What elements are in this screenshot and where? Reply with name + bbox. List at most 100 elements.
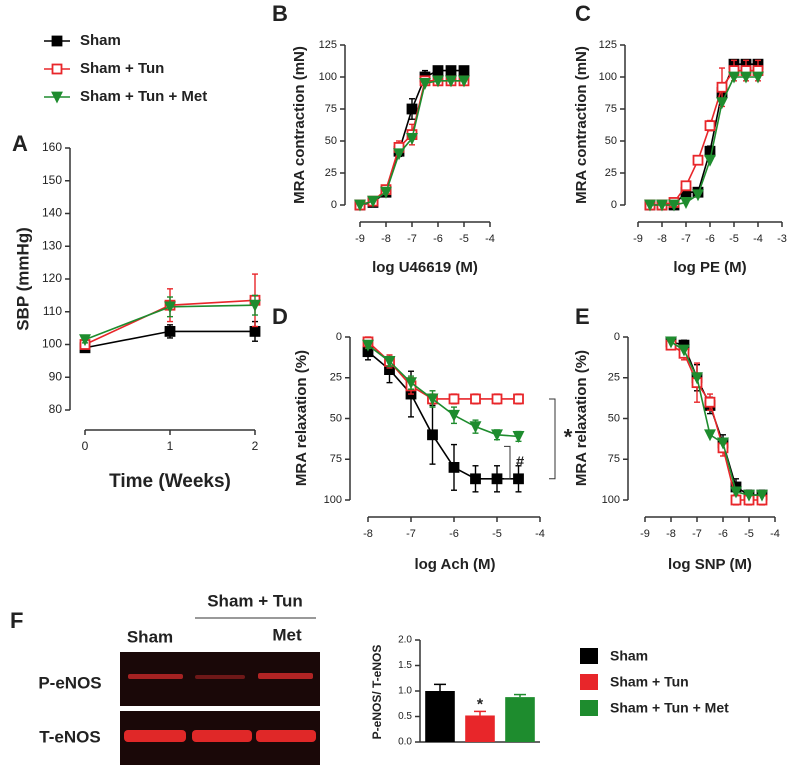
- y-axis-label: MRA contraction (mN): [291, 46, 308, 204]
- marker: [427, 429, 438, 441]
- y-axis-label: MRA relaxation (%): [573, 350, 590, 486]
- series-line: [670, 341, 762, 496]
- marker: [432, 65, 444, 76]
- marker: [491, 429, 503, 442]
- legend-label: Sham: [610, 648, 648, 664]
- y-tick-label: 2.0: [398, 635, 412, 646]
- panel-letter: B: [272, 1, 288, 26]
- panel-letter: D: [272, 304, 288, 329]
- panel-letter: A: [12, 131, 28, 156]
- y-axis-label: MRA contraction (mN): [573, 46, 590, 204]
- x-tick-label: -4: [770, 528, 780, 540]
- panel-letter: F: [10, 608, 23, 633]
- x-tick-label: -9: [355, 233, 365, 245]
- lane-label: Sham: [127, 627, 173, 646]
- band: [192, 730, 252, 742]
- marker: [79, 334, 91, 347]
- y-tick-label: 50: [325, 135, 337, 147]
- x-tick-label: -4: [753, 233, 763, 245]
- y-tick-label: 75: [330, 453, 342, 465]
- y-tick-label: 100: [319, 71, 337, 83]
- x-axis-label: log PE (M): [673, 259, 746, 276]
- marker: [730, 486, 742, 499]
- x-tick-label: -5: [492, 528, 502, 540]
- y-tick-label: 100: [599, 71, 617, 83]
- marker: [692, 189, 704, 202]
- marker: [164, 325, 176, 337]
- x-tick-label: -8: [657, 233, 667, 245]
- x-axis-label: log SNP (M): [668, 556, 752, 573]
- marker: [445, 65, 457, 76]
- marker: [249, 299, 261, 312]
- legend-swatch: [580, 700, 598, 716]
- marker: [458, 65, 470, 76]
- marker: [51, 91, 63, 104]
- marker: [644, 199, 656, 212]
- marker: [470, 393, 481, 405]
- y-axis-label: SBP (mmHg): [13, 227, 32, 331]
- legend-entry: Sham + Tun + Met: [44, 88, 207, 105]
- marker: [512, 431, 525, 443]
- marker: [716, 81, 728, 93]
- x-tick-label: -6: [433, 233, 443, 245]
- marker: [448, 393, 460, 405]
- marker: [704, 396, 716, 408]
- y-tick-label: 0: [331, 199, 337, 211]
- significance-bracket: [504, 445, 511, 480]
- marker: [249, 325, 261, 337]
- marker: [51, 63, 63, 75]
- panel: B MRA contraction (mN) 0 25 50 75 100 125 log U4…: [272, 1, 495, 276]
- y-tick-label: 75: [605, 103, 617, 115]
- x-tick-label: -4: [485, 233, 495, 245]
- significance-mark: *: [477, 697, 484, 714]
- y-tick-label: 110: [43, 304, 62, 318]
- marker: [491, 393, 503, 405]
- marker: [491, 473, 503, 485]
- y-tick-label: 140: [42, 206, 62, 220]
- marker: [704, 429, 716, 442]
- x-tick-label: 1: [167, 439, 174, 453]
- y-tick-label: 25: [325, 167, 337, 179]
- band: [195, 675, 245, 679]
- y-axis-label: MRA relaxation (%): [293, 350, 310, 486]
- band: [256, 730, 316, 742]
- y-axis-label: P-eNOS/ T-eNOS: [370, 645, 384, 740]
- x-tick-label: -5: [459, 233, 469, 245]
- marker: [354, 199, 366, 212]
- y-tick-label: 100: [602, 494, 620, 506]
- western-blot: Sham + Tun Sham Met P-eNOS T-eNOS: [38, 591, 320, 765]
- marker: [426, 393, 439, 406]
- marker: [678, 344, 690, 357]
- x-axis-label: Time (Weeks): [109, 471, 231, 492]
- series-line: [650, 63, 758, 206]
- legend-label: Sham + Tun + Met: [80, 88, 207, 105]
- series-line: [670, 344, 762, 501]
- significance-mark: *: [564, 425, 573, 450]
- marker: [419, 78, 431, 90]
- x-tick-label: -9: [633, 233, 643, 245]
- y-tick-label: 120: [42, 271, 62, 285]
- marker: [752, 71, 764, 84]
- x-tick-label: -6: [449, 528, 459, 540]
- y-tick-label: 130: [42, 238, 62, 252]
- legend-swatch: [580, 648, 598, 664]
- x-tick-label: -7: [681, 233, 691, 245]
- marker: [164, 301, 176, 314]
- marker: [470, 473, 481, 485]
- significance-bracket: [549, 398, 556, 480]
- legend-label: Sham: [80, 32, 121, 49]
- marker: [704, 120, 716, 132]
- legend-label: Sham + Tun: [80, 60, 164, 77]
- bar: [425, 691, 455, 742]
- marker: [691, 372, 703, 385]
- x-tick-label: -4: [535, 528, 545, 540]
- marker: [716, 97, 728, 110]
- y-tick-label: 125: [599, 39, 617, 51]
- marker: [383, 356, 396, 368]
- marker: [406, 103, 418, 115]
- y-tick-label: 160: [42, 140, 62, 154]
- y-tick-label: 75: [325, 103, 337, 115]
- y-tick-label: 100: [42, 337, 62, 351]
- marker: [717, 437, 729, 450]
